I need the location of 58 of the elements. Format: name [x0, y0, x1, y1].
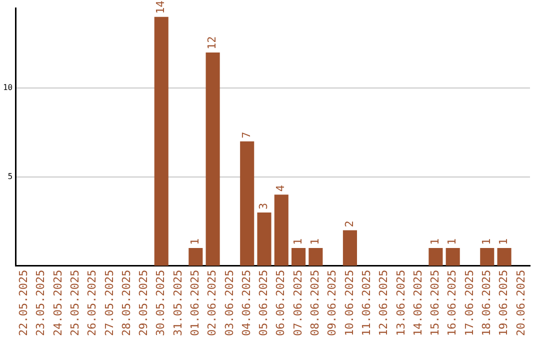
x-tick-label: 09.06.2025	[326, 270, 339, 336]
bar	[257, 212, 272, 266]
data-label: 12	[206, 36, 219, 50]
bar	[292, 248, 306, 266]
x-tick-label: 17.06.2025	[462, 270, 476, 336]
x-tick-label: 20.06.2025	[514, 270, 528, 336]
data-label: 3	[257, 202, 270, 210]
x-tick-label: 05.06.2025	[257, 270, 270, 336]
data-label: 1	[480, 238, 493, 245]
x-tick-label: 03.06.2025	[222, 270, 236, 336]
bar	[342, 230, 357, 266]
y-tick-label: 10	[2, 83, 13, 92]
data-label: 2	[342, 220, 356, 228]
bar	[497, 248, 512, 266]
x-tick-label: 07.06.2025	[291, 270, 304, 336]
data-label: 1	[428, 238, 442, 245]
x-tick-label: 25.05.2025	[68, 270, 82, 336]
y-tick-label: 5	[8, 172, 13, 181]
x-tick-label: 04.06.2025	[240, 270, 253, 336]
bar	[154, 16, 168, 266]
x-tick-label: 27.05.2025	[102, 270, 116, 336]
x-tick-label: 16.06.2025	[446, 270, 459, 336]
x-tick-label: 11.06.2025	[360, 270, 373, 336]
x-tick-label: 24.05.2025	[51, 270, 64, 336]
x-tick-label: 26.05.2025	[86, 270, 99, 336]
x-tick-label: 30.05.2025	[154, 270, 168, 336]
x-tick-label: 18.06.2025	[480, 270, 493, 336]
bar	[308, 248, 323, 266]
data-label: 1	[446, 238, 459, 245]
x-tick-label: 22.05.2025	[17, 270, 30, 336]
bar	[480, 248, 494, 266]
bar	[428, 248, 443, 266]
x-tick-label: 15.06.2025	[428, 270, 442, 336]
x-tick-label: 23.05.2025	[34, 270, 48, 336]
bar	[274, 194, 288, 266]
x-tick-label: 01.06.2025	[188, 270, 202, 336]
bar	[446, 248, 460, 266]
data-label: 1	[188, 238, 202, 245]
data-label: 1	[308, 238, 322, 245]
x-tick-label: 10.06.2025	[342, 270, 356, 336]
bar	[240, 141, 254, 266]
x-tick-label: 19.06.2025	[497, 270, 510, 336]
data-label: 7	[240, 132, 253, 138]
x-tick-label: 28.05.2025	[120, 270, 133, 336]
x-tick-label: 14.06.2025	[411, 270, 424, 336]
x-tick-label: 06.06.2025	[274, 270, 288, 336]
bar	[188, 248, 203, 266]
x-tick-label: 02.06.2025	[206, 270, 219, 336]
bar	[206, 52, 220, 266]
data-label: 1	[291, 238, 304, 245]
x-tick-label: 29.05.2025	[137, 270, 150, 336]
x-tick-label: 12.06.2025	[377, 270, 390, 336]
data-label: 1	[497, 238, 510, 245]
data-label: 4	[274, 184, 288, 192]
x-tick-label: 08.06.2025	[308, 270, 322, 336]
x-tick-label: 13.06.2025	[394, 270, 408, 336]
x-tick-label: 31.05.2025	[171, 270, 184, 336]
data-label: 14	[154, 0, 168, 14]
